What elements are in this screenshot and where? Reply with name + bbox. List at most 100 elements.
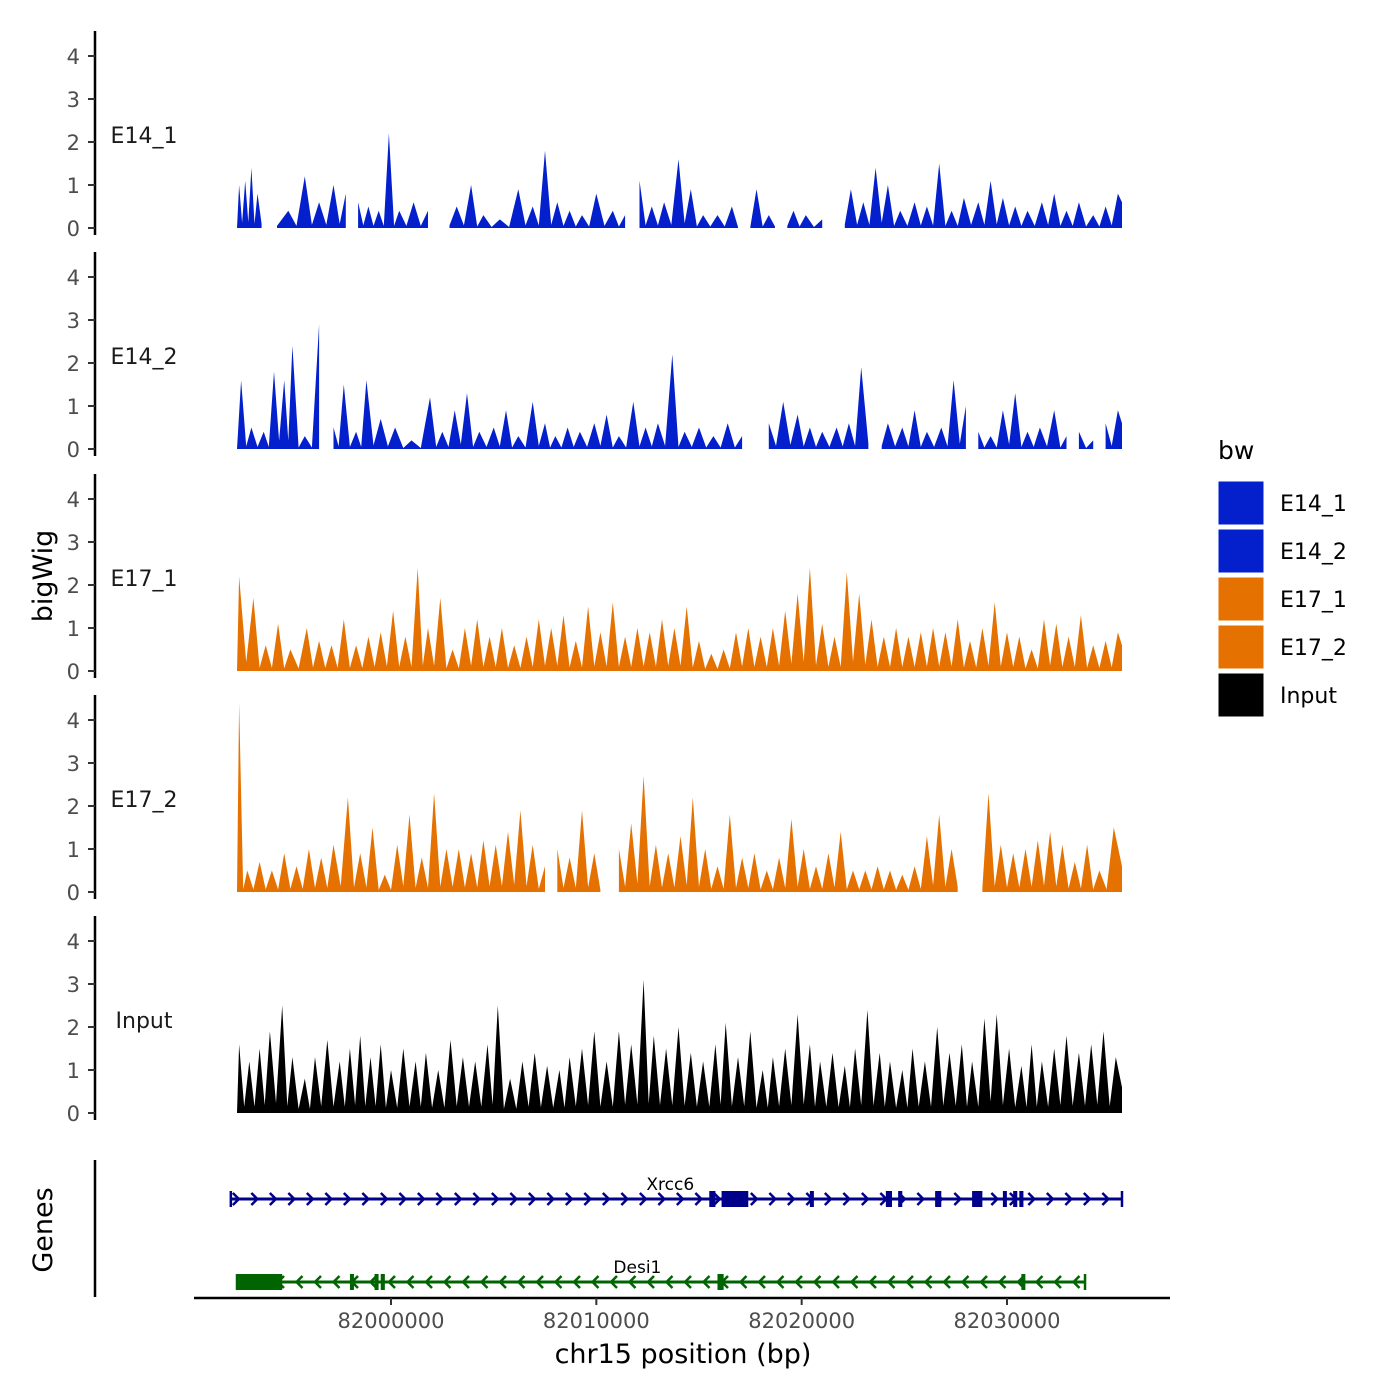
y-tick-label: 1 [67, 174, 80, 198]
x-axis: 82000000 82010000 82020000 82030000 [194, 1296, 1170, 1333]
strand-arrow [620, 1192, 630, 1206]
exon [709, 1191, 716, 1207]
legend-entry-E14_1: E14_1 [1217, 480, 1347, 526]
exon [1019, 1191, 1024, 1207]
y-axis-title-bigwig: bigWig [28, 530, 59, 623]
signal-area-E14_1 [358, 133, 428, 228]
strand-arrow [990, 1192, 1000, 1206]
x-tick-label: 82000000 [338, 1309, 445, 1333]
strand-arrow [231, 1192, 241, 1206]
y-tick-label: 2 [67, 1016, 80, 1040]
strand-arrow [361, 1192, 371, 1206]
y-axis-title-genes: Genes [28, 1187, 59, 1272]
legend-entry-Input: Input [1217, 672, 1337, 718]
y-tick-label: 4 [67, 45, 80, 69]
signal-area-E14_1 [844, 163, 1122, 228]
x-tick-label: 82030000 [954, 1309, 1061, 1333]
track-E14_2: 0 1 2 3 4 E14_2 [67, 252, 1122, 462]
signal-area-E17_2 [618, 775, 958, 892]
legend-label: E14_1 [1280, 492, 1347, 517]
strand-arrow [1064, 1192, 1074, 1206]
strand-arrow [583, 1192, 593, 1206]
strand-arrow [960, 1275, 970, 1289]
track-label: E17_1 [111, 567, 178, 592]
strand-arrow [535, 1275, 544, 1289]
strand-arrow [953, 1192, 963, 1206]
strand-arrow [831, 1275, 840, 1289]
signal-area-E14_1 [277, 176, 346, 228]
exon [935, 1191, 942, 1207]
strand-arrow [627, 1275, 637, 1289]
signal-area-E14_2 [1105, 410, 1122, 449]
legend-entry-E17_1: E17_1 [1217, 576, 1347, 622]
strand-arrow [675, 1192, 685, 1206]
y-tick-label: 0 [67, 438, 80, 462]
strand-arrow [1034, 1275, 1044, 1289]
strand-arrow [997, 1275, 1007, 1289]
strand-arrow [453, 1192, 463, 1206]
legend-label: E17_2 [1280, 636, 1347, 661]
strand-arrow [498, 1275, 507, 1289]
signal-area-E14_1 [787, 210, 823, 228]
track-label: E14_1 [111, 124, 178, 149]
y-tick-label: 1 [67, 838, 80, 862]
legend-label: E14_2 [1280, 540, 1347, 565]
strand-arrow [490, 1192, 500, 1206]
legend-swatch [1217, 528, 1265, 574]
signal-area-E17_1 [237, 567, 1122, 671]
legend-entry-E17_2: E17_2 [1217, 624, 1347, 670]
strand-arrow [1101, 1192, 1111, 1206]
strand-arrow [646, 1275, 655, 1289]
track-label: E17_2 [111, 788, 178, 813]
y-tick-label: 4 [67, 266, 80, 290]
strand-arrow [1027, 1192, 1037, 1206]
strand-arrow [609, 1275, 618, 1289]
strand-arrow [379, 1192, 389, 1206]
exon [898, 1191, 903, 1207]
strand-arrow [479, 1275, 489, 1289]
signal-area-E14_2 [978, 393, 1067, 449]
exon [717, 1274, 724, 1290]
signal-area-E14_1 [237, 167, 262, 228]
strand-arrow [601, 1192, 611, 1206]
signal-area-E17_2 [557, 810, 601, 892]
strand-arrow [768, 1192, 778, 1206]
track-E17_1: 0 1 2 3 4 E17_1 [67, 474, 1122, 684]
strand-arrow [324, 1192, 334, 1206]
legend-swatch [1217, 480, 1265, 526]
y-tick-label: 1 [67, 1059, 80, 1083]
track-label: E14_2 [111, 345, 178, 370]
legend-entry-E14_2: E14_2 [1217, 528, 1347, 574]
strand-arrow [405, 1275, 415, 1289]
strand-arrow [923, 1275, 933, 1289]
strand-arrow [842, 1192, 852, 1206]
track-E17_2: 0 1 2 3 4 E17_2 [67, 695, 1122, 905]
strand-arrow [564, 1192, 574, 1206]
strand-arrow [442, 1275, 452, 1289]
exon [885, 1191, 893, 1207]
strand-arrow [794, 1275, 803, 1289]
strand-arrow [860, 1192, 870, 1206]
strand-arrow [313, 1275, 322, 1289]
strand-arrow [786, 1192, 796, 1206]
strand-arrow [757, 1275, 766, 1289]
strand-arrow [416, 1192, 426, 1206]
signal-area-E14_1 [639, 159, 738, 228]
strand-arrow [342, 1192, 352, 1206]
track-label: Input [116, 1009, 173, 1034]
track-Input: 0 1 2 3 4 Input [67, 916, 1122, 1126]
strand-arrow [916, 1192, 926, 1206]
x-axis-title: chr15 position (bp) [555, 1339, 812, 1370]
y-tick-label: 2 [67, 574, 80, 598]
signal-area-E14_2 [1078, 431, 1094, 449]
exon [809, 1191, 814, 1207]
exon [374, 1274, 379, 1290]
x-tick-label: 82020000 [748, 1309, 855, 1333]
strand-arrow [287, 1192, 297, 1206]
exon [380, 1274, 385, 1290]
gene-Xrcc6: Xrcc6 [229, 1175, 1124, 1207]
exon [1002, 1191, 1007, 1207]
y-tick-label: 3 [67, 309, 80, 333]
strand-arrow [694, 1192, 704, 1206]
y-tick-label: 0 [67, 660, 80, 684]
